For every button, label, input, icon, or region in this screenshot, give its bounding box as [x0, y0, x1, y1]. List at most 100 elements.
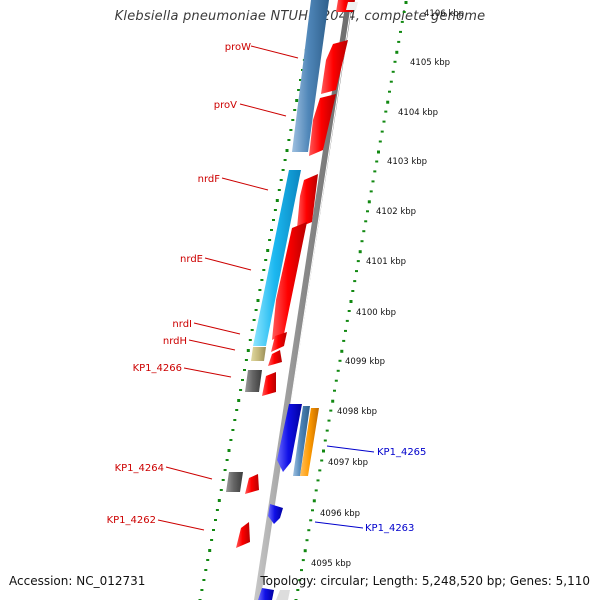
left-ring-dot	[200, 589, 204, 591]
right-ring-dot	[329, 409, 333, 412]
feature-KP1-4264-gray	[226, 472, 243, 492]
left-ring-dot	[248, 339, 252, 341]
left-ring-dot	[264, 259, 268, 261]
gene-label-proW: proW	[225, 42, 251, 53]
right-ring-dot	[358, 250, 362, 254]
right-ring-dot	[360, 240, 364, 243]
left-ring-dot	[275, 199, 279, 202]
left-ring-dot	[231, 429, 235, 431]
scale-tick-4101: 4101 kbp	[366, 257, 406, 267]
right-gene-labels: KP1_4265 KP1_4263	[365, 447, 426, 534]
left-ring-dot	[293, 109, 297, 111]
left-ring-dot	[217, 499, 221, 502]
left-ring-dot	[270, 229, 273, 231]
feature-nrdI-khaki	[251, 347, 266, 361]
left-ring-dot	[279, 179, 283, 181]
feature-top-faded	[346, 2, 358, 10]
left-ring-dot	[237, 399, 241, 402]
right-ring-dot	[311, 509, 314, 512]
scale-tick-4102: 4102 kbp	[376, 207, 416, 217]
right-ring-dot	[327, 419, 331, 422]
left-ring-dot	[210, 539, 214, 541]
left-ring-dot	[223, 469, 227, 471]
left-ring-dot	[227, 449, 231, 452]
left-ring-dot	[208, 549, 212, 552]
right-ring-dot	[369, 190, 373, 193]
left-ring-dot	[273, 209, 277, 211]
left-ring-dot	[229, 439, 233, 441]
right-ring-dot	[389, 80, 393, 83]
left-ring-dot	[241, 379, 244, 381]
right-ring-dot	[355, 270, 358, 273]
right-ring-dot	[333, 389, 336, 392]
gene-label-KP1-4264: KP1_4264	[115, 463, 164, 474]
cds-arrow-KP1-4266	[262, 372, 276, 396]
right-ring-dot	[353, 280, 357, 283]
left-ring-dot	[297, 89, 301, 91]
right-ring-dot	[323, 439, 327, 442]
left-ring-dot	[214, 519, 217, 521]
map-title: Klebsiella pneumoniae NTUH-K2044, comple…	[114, 9, 486, 24]
right-ring-dot	[325, 429, 329, 432]
left-ring-dot	[243, 369, 246, 371]
cds-arrow-KP1-4265	[277, 404, 302, 472]
right-ring-dot	[307, 529, 311, 532]
right-ring-dot	[349, 300, 353, 303]
right-ring-dot	[298, 579, 302, 582]
right-ring-dot	[342, 339, 346, 342]
genome-info-text: Topology: circular; Length: 5,248,520 bp…	[260, 574, 590, 588]
scale-tick-4096: 4096 kbp	[320, 509, 360, 519]
left-ring-dot	[235, 409, 239, 411]
right-ring-dot	[309, 519, 313, 522]
accession-text: Accession: NC_012731	[9, 574, 146, 588]
gene-label-proV: proV	[214, 100, 237, 111]
gene-label-KP1-4265: KP1_4265	[377, 447, 426, 458]
scale-tick-4105: 4105 kbp	[410, 58, 450, 68]
scale-tick-4095: 4095 kbp	[311, 559, 351, 569]
right-leader-lines	[314, 445, 375, 529]
gene-label-nrdE: nrdE	[180, 254, 203, 265]
left-ring-dot	[206, 559, 210, 561]
left-dotted-ring	[198, 0, 318, 600]
right-ring-dot	[314, 489, 318, 492]
gene-label-KP1-4262: KP1_4262	[107, 515, 156, 526]
cds-arrow-nrdE	[272, 222, 307, 340]
right-ring-dot	[380, 130, 384, 133]
right-ring-dot	[391, 70, 395, 73]
right-ring-dot	[345, 319, 349, 322]
backbone-ring	[254, 0, 353, 600]
cds-arrow-nrdI	[271, 332, 287, 352]
left-ring-dot	[212, 529, 215, 531]
left-ring-dot	[281, 169, 285, 171]
cds-arrow-nrdF	[297, 174, 318, 228]
gene-label-KP1-4266: KP1_4266	[133, 363, 182, 374]
right-ring-dot	[340, 349, 344, 353]
left-ring-dot	[268, 239, 272, 241]
right-ring-dot	[397, 40, 401, 43]
left-ring-dot	[285, 149, 289, 152]
right-ring-dot	[356, 260, 360, 263]
right-ring-dot	[351, 290, 355, 292]
left-ring-dot	[250, 329, 254, 331]
right-ring-dot	[367, 200, 371, 204]
feature-KP1-4265-steel	[293, 406, 310, 476]
left-ring-dot	[215, 509, 219, 511]
left-ring-dot	[299, 79, 302, 81]
right-ring-dot	[373, 170, 377, 173]
left-ring-dot	[260, 279, 264, 281]
cds-arrow-bottom	[258, 588, 274, 600]
right-dotted-ring	[294, 1, 408, 600]
cds-arrow-proW	[321, 40, 348, 94]
left-ring-dot	[204, 569, 208, 571]
left-ring-dot	[225, 459, 229, 461]
right-ring-dot	[366, 210, 369, 213]
right-ring-dot	[347, 310, 351, 312]
right-ring-dot	[322, 449, 325, 453]
right-ring-dot	[301, 559, 305, 562]
right-ring-dot	[404, 1, 408, 4]
left-ring-dot	[233, 419, 237, 421]
left-ring-dot	[272, 219, 275, 221]
right-ring-dot	[338, 359, 342, 362]
feature-KP1-4265-orange	[300, 408, 319, 476]
